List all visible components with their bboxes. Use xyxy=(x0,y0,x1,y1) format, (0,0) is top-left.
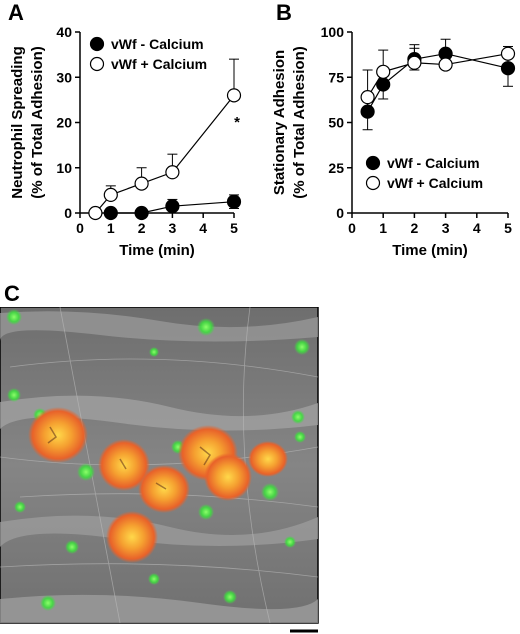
debris-bands xyxy=(0,311,318,623)
chart-b-x-tick-label: 2 xyxy=(411,220,419,236)
chart-b-y-tick-label: 100 xyxy=(321,24,345,40)
fluorescence-micrograph xyxy=(0,307,319,633)
chart-a-data-point xyxy=(226,88,242,103)
chart-a-y-axis-title: Neutrophil Spreading xyxy=(9,46,26,199)
chart-a-neutrophil-spreading: 0 1 2 3 4 5 0 10 20 30 40 Time (min) Neutrophil Spre… xyxy=(9,24,242,259)
panel-label-c: C xyxy=(4,281,20,306)
chart-b-legend-marker xyxy=(365,175,381,191)
chart-b-x-tick-label: 3 xyxy=(442,220,450,236)
chart-b-y-tick-label: 75 xyxy=(328,69,344,85)
chart-a-x-tick-label: 1 xyxy=(107,220,115,236)
chart-a-data-point xyxy=(103,187,118,202)
chart-a-data-point xyxy=(103,205,118,221)
chart-b-data-point xyxy=(500,61,516,76)
green-cells xyxy=(6,309,310,611)
orange-spread-cells xyxy=(28,407,288,563)
chart-a-legend-label: vWf + Calcium xyxy=(111,56,207,72)
chart-a-series-line-0 xyxy=(110,201,235,214)
chart-b-x-tick-label: 1 xyxy=(379,220,387,236)
chart-b-data-point xyxy=(360,104,375,119)
chart-b-data-point xyxy=(500,46,516,61)
chart-a-y-tick-label: 10 xyxy=(56,160,72,176)
chart-b-y-axis-subtitle: (% of Total Adhesion) xyxy=(291,46,308,198)
chart-b-x-axis-title: Time (min) xyxy=(392,242,468,259)
chart-b-y-tick-label: 25 xyxy=(328,160,344,176)
chart-a-data-point xyxy=(134,205,149,221)
chart-a-y-tick-label: 30 xyxy=(56,69,72,85)
chart-a-y-tick-label: 20 xyxy=(56,115,72,131)
chart-b-x-tick-label: 5 xyxy=(504,220,512,236)
chart-b-y-tick-label: 50 xyxy=(328,115,344,131)
chart-b-data-point xyxy=(407,55,422,70)
chart-b-legend-label: vWf - Calcium xyxy=(387,155,480,171)
chart-a-x-axis-title: Time (min) xyxy=(119,242,195,259)
chart-b-data-point xyxy=(360,90,375,105)
chart-b-legend-marker xyxy=(365,155,381,171)
chart-a-y-tick-label: 40 xyxy=(56,24,72,40)
chart-a-data-point xyxy=(226,194,242,209)
chart-a-data-point xyxy=(165,165,180,180)
chart-a-x-tick-label: 2 xyxy=(138,220,146,236)
chart-a-x-tick-label: 0 xyxy=(76,220,84,236)
chart-a-data-point xyxy=(88,205,103,221)
chart-b-x-tick-label: 0 xyxy=(348,220,356,236)
chart-a-y-tick-label: 0 xyxy=(64,205,72,221)
chart-a-y-axis-subtitle: (% of Total Adhesion) xyxy=(29,46,46,198)
chart-b-data-point xyxy=(376,64,391,79)
chart-b-y-axis-title: Stationary Adhesion xyxy=(271,50,288,195)
chart-a-legend-marker xyxy=(89,56,105,72)
panel-label-b: B xyxy=(276,0,292,25)
chart-a-x-tick-label: 3 xyxy=(169,220,177,236)
chart-b-legend-label: vWf + Calcium xyxy=(387,175,483,191)
chart-a-data-point xyxy=(165,199,180,214)
chart-b-data-point xyxy=(438,57,453,72)
chart-a-data-point xyxy=(134,176,149,191)
chart-a-legend-marker xyxy=(89,36,105,52)
chart-a-legend-label: vWf - Calcium xyxy=(111,36,204,52)
chart-a-annotation: * xyxy=(234,114,240,131)
chart-a-x-tick-label: 5 xyxy=(230,220,238,236)
panel-label-a: A xyxy=(8,0,24,25)
chart-b-x-tick-label: 4 xyxy=(473,220,481,236)
chart-a-x-tick-label: 4 xyxy=(199,220,207,236)
chart-b-y-tick-label: 0 xyxy=(336,205,344,221)
